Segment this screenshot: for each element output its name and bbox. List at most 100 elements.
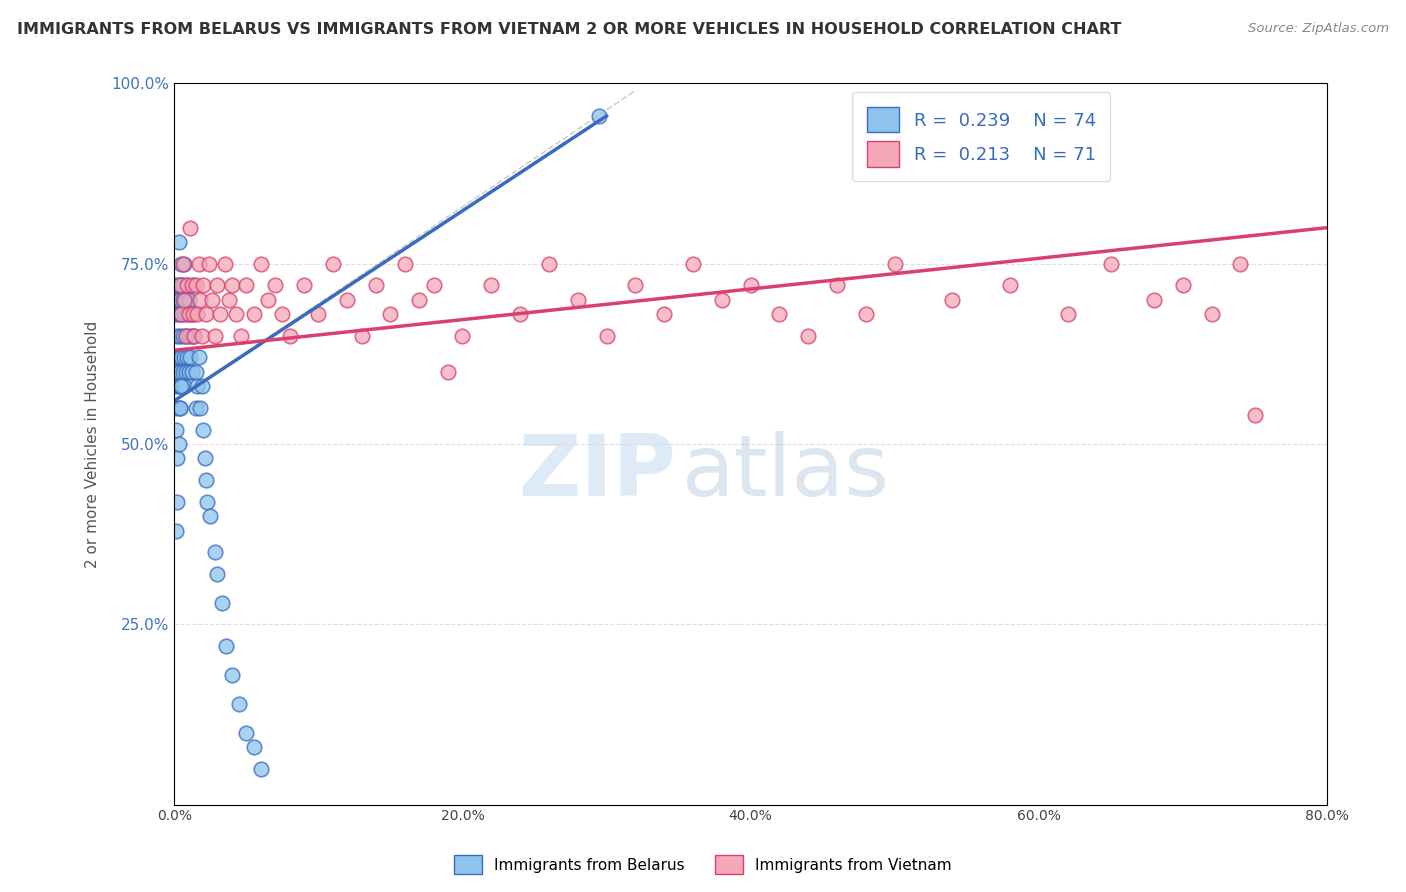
- Point: [181, 307, 204, 321]
- Point: [191, 423, 214, 437]
- Point: [1229, 257, 1251, 271]
- Point: [682, 257, 704, 271]
- Point: [350, 329, 373, 343]
- Point: [567, 293, 589, 307]
- Point: [1143, 293, 1166, 307]
- Point: [1201, 307, 1223, 321]
- Point: [169, 278, 191, 293]
- Point: [190, 329, 212, 343]
- Point: [190, 379, 212, 393]
- Point: [166, 329, 188, 343]
- Point: [194, 473, 217, 487]
- Point: [249, 257, 271, 271]
- Point: [437, 365, 460, 379]
- Point: [292, 278, 315, 293]
- Point: [394, 257, 416, 271]
- Point: [218, 293, 240, 307]
- Point: [179, 307, 201, 321]
- Point: [165, 351, 187, 365]
- Point: [364, 278, 387, 293]
- Point: [181, 278, 204, 293]
- Point: [177, 365, 200, 379]
- Point: [166, 401, 188, 415]
- Point: [595, 329, 617, 343]
- Point: [170, 379, 193, 393]
- Point: [172, 329, 194, 343]
- Point: [204, 545, 226, 559]
- Point: [235, 725, 257, 739]
- Point: [307, 307, 329, 321]
- Point: [176, 278, 198, 293]
- Point: [422, 278, 444, 293]
- Point: [174, 329, 197, 343]
- Point: [194, 307, 217, 321]
- Point: [193, 451, 215, 466]
- Point: [197, 494, 219, 508]
- Point: [174, 293, 197, 307]
- Point: [825, 278, 848, 293]
- Text: Source: ZipAtlas.com: Source: ZipAtlas.com: [1249, 22, 1389, 36]
- Point: [179, 351, 201, 365]
- Legend: Immigrants from Belarus, Immigrants from Vietnam: Immigrants from Belarus, Immigrants from…: [449, 849, 957, 880]
- Point: [172, 257, 194, 271]
- Point: [170, 379, 193, 393]
- Point: [183, 329, 205, 343]
- Point: [173, 293, 195, 307]
- Point: [998, 278, 1021, 293]
- Point: [624, 278, 647, 293]
- Point: [883, 257, 905, 271]
- Point: [167, 307, 190, 321]
- Point: [652, 307, 675, 321]
- Point: [165, 423, 187, 437]
- Point: [170, 307, 193, 321]
- Point: [264, 278, 287, 293]
- Point: [211, 596, 233, 610]
- Point: [180, 278, 202, 293]
- Point: [207, 278, 229, 293]
- Point: [451, 329, 474, 343]
- Point: [166, 451, 188, 466]
- Point: [166, 494, 188, 508]
- Point: [198, 257, 221, 271]
- Point: [165, 307, 187, 321]
- Point: [797, 329, 820, 343]
- Point: [176, 278, 198, 293]
- Point: [257, 293, 280, 307]
- Point: [170, 351, 193, 365]
- Point: [228, 697, 250, 711]
- Point: [215, 639, 238, 653]
- Point: [1243, 408, 1265, 422]
- Point: [225, 307, 247, 321]
- Text: ZIP: ZIP: [517, 432, 676, 515]
- Point: [177, 329, 200, 343]
- Point: [184, 365, 207, 379]
- Point: [173, 379, 195, 393]
- Point: [249, 762, 271, 776]
- Point: [278, 329, 301, 343]
- Point: [183, 329, 205, 343]
- Point: [188, 293, 211, 307]
- Point: [169, 365, 191, 379]
- Point: [186, 307, 208, 321]
- Point: [214, 257, 236, 271]
- Point: [187, 257, 209, 271]
- Point: [537, 257, 560, 271]
- Point: [200, 509, 222, 524]
- Point: [180, 329, 202, 343]
- Point: [380, 307, 402, 321]
- Point: [166, 365, 188, 379]
- Point: [167, 437, 190, 451]
- Point: [221, 278, 243, 293]
- Point: [167, 379, 190, 393]
- Point: [174, 329, 197, 343]
- Y-axis label: 2 or more Vehicles in Household: 2 or more Vehicles in Household: [86, 320, 100, 567]
- Point: [177, 307, 200, 321]
- Point: [167, 278, 190, 293]
- Point: [221, 668, 243, 682]
- Point: [184, 401, 207, 415]
- Point: [188, 401, 211, 415]
- Point: [271, 307, 294, 321]
- Point: [235, 278, 257, 293]
- Point: [167, 351, 190, 365]
- Point: [170, 307, 193, 321]
